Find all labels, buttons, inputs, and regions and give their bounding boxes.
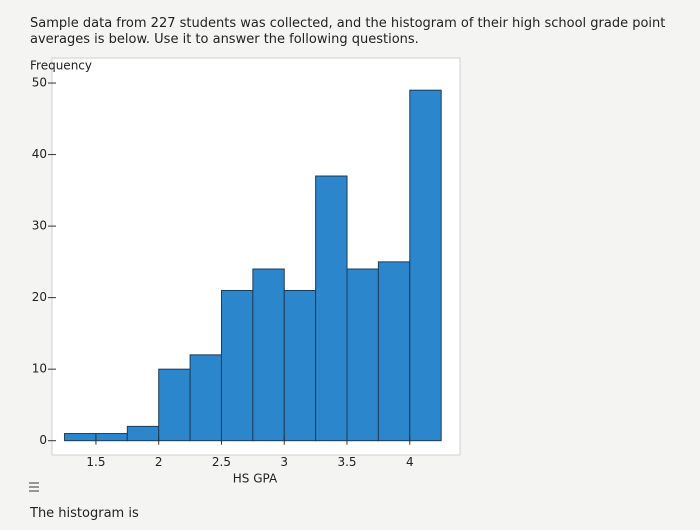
bar: [346, 268, 379, 442]
x-tick-label: 3.5: [337, 455, 356, 469]
bar: [220, 289, 254, 442]
y-tick-label: 20: [32, 290, 47, 304]
bar: [377, 261, 411, 442]
y-tick-label: 30: [32, 219, 47, 233]
bar: [95, 433, 128, 442]
bar: [158, 368, 191, 442]
bar: [64, 433, 97, 442]
x-axis-label: HS GPA: [233, 472, 278, 486]
y-axis-label: Frequency: [30, 59, 92, 73]
bar: [283, 289, 317, 442]
bar: [409, 89, 442, 442]
bar: [126, 425, 160, 442]
x-tick-label: 2.5: [212, 455, 231, 469]
y-tick-label: 0: [39, 433, 47, 447]
y-tick-label: 10: [32, 362, 47, 376]
x-tick-label: 3: [280, 455, 288, 469]
x-tick-label: 4: [406, 455, 414, 469]
prompt-text: The histogram is: [30, 506, 139, 521]
x-tick-label: 1.5: [86, 455, 105, 469]
bar: [252, 268, 285, 442]
y-tick-label: 40: [32, 147, 47, 161]
bar: [189, 354, 222, 442]
y-tick-label: 50: [32, 76, 47, 90]
bar: [315, 175, 348, 442]
menu-icon[interactable]: [29, 482, 39, 492]
question-text: Sample data from 227 students was collec…: [30, 16, 666, 47]
x-tick-label: 2: [155, 455, 163, 469]
